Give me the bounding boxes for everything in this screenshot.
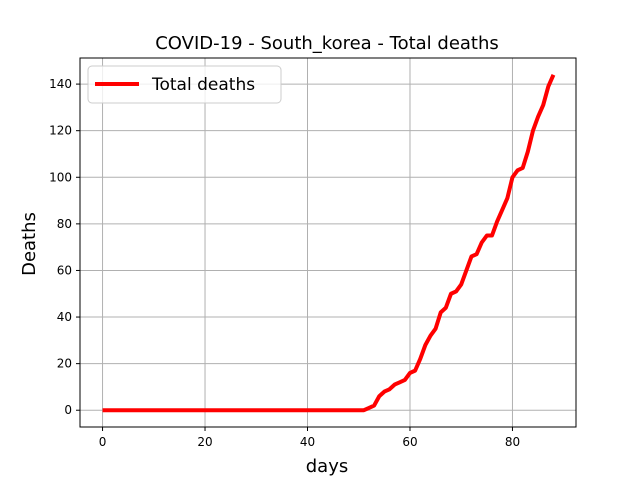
series-line-total-deaths	[102, 73, 556, 413]
chart-title: COVID-19 - South_korea - Total deaths	[155, 33, 499, 54]
y-tick-label: 80	[57, 217, 72, 231]
y-tick-label: 100	[49, 170, 72, 184]
y-tick-label: 20	[57, 357, 72, 371]
x-tick-label: 40	[300, 435, 315, 449]
x-axis-label: days	[306, 456, 349, 477]
x-tick-label: 0	[99, 435, 107, 449]
y-tick-label: 140	[49, 77, 72, 91]
y-tick-label: 60	[57, 263, 72, 277]
x-tick-label: 20	[197, 435, 212, 449]
y-axis-label: Deaths	[19, 212, 40, 276]
series-layer	[102, 73, 556, 413]
legend-label-total-deaths: Total deaths	[151, 75, 255, 95]
y-tick-label: 40	[57, 310, 72, 324]
x-tick-label: 80	[505, 435, 520, 449]
x-tick-label: 60	[402, 435, 417, 449]
axes: 0 20 40 60 80 0 20 40 60 80 100 120 140	[49, 77, 520, 449]
grid	[80, 58, 576, 427]
plot-frame	[79, 57, 577, 428]
y-tick-label: 0	[64, 403, 72, 417]
legend-box	[87, 65, 282, 104]
y-tick-label: 120	[49, 124, 72, 138]
legend: Total deaths	[87, 65, 282, 104]
